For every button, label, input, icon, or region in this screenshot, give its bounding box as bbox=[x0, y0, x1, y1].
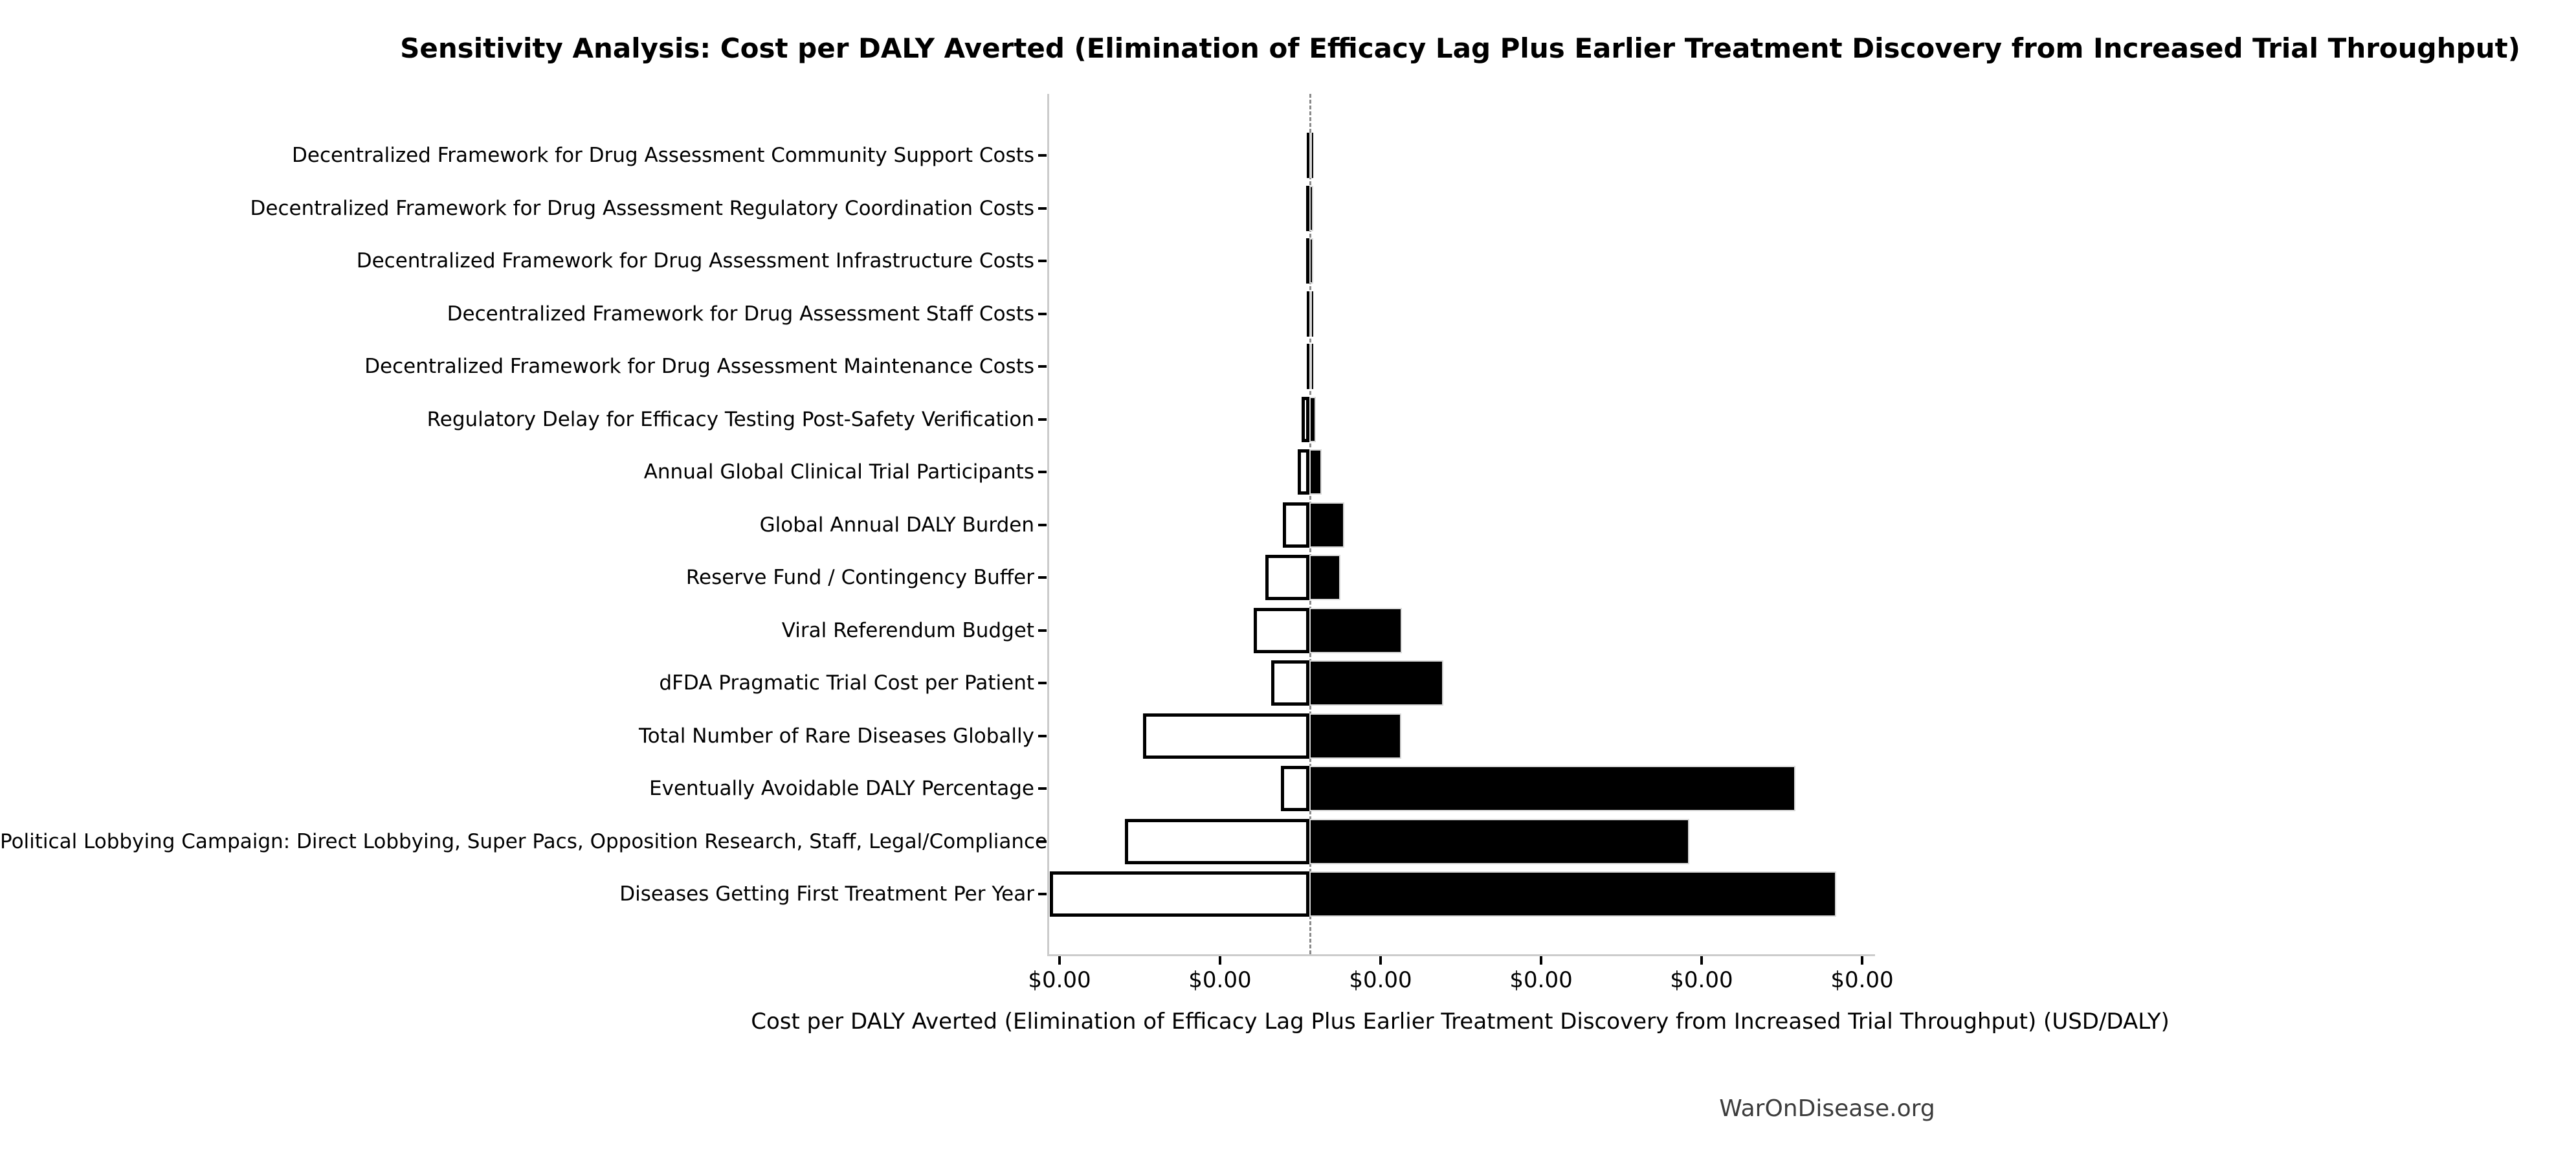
category-label: Decentralized Framework for Drug Assessm… bbox=[356, 249, 1034, 273]
category-label: Viral Referendum Budget bbox=[781, 618, 1034, 642]
y-tick-mark bbox=[1038, 576, 1047, 579]
y-tick-mark bbox=[1038, 840, 1047, 843]
x-tick-mark bbox=[1700, 956, 1703, 965]
high-bar bbox=[1309, 766, 1795, 811]
x-tick-mark bbox=[1058, 956, 1061, 965]
category-label: Decentralized Framework for Drug Assessm… bbox=[447, 302, 1034, 326]
category-label: Decentralized Framework for Drug Assessm… bbox=[250, 196, 1034, 220]
y-tick-mark bbox=[1038, 629, 1047, 632]
x-axis-label: Cost per DALY Averted (Elimination of Ef… bbox=[751, 1009, 2170, 1035]
high-bar bbox=[1309, 396, 1316, 442]
y-tick-mark bbox=[1038, 260, 1047, 262]
x-tick-mark bbox=[1379, 956, 1382, 965]
category-label: Political Lobbying Campaign: Direct Lobb… bbox=[0, 829, 1048, 853]
high-bar bbox=[1309, 344, 1312, 389]
high-bar bbox=[1309, 607, 1402, 653]
low-bar bbox=[1253, 607, 1309, 653]
low-bar bbox=[1050, 871, 1309, 917]
x-tick-mark bbox=[1861, 956, 1864, 965]
low-bar bbox=[1301, 396, 1309, 442]
x-tick-label: $0.00 bbox=[1349, 967, 1412, 993]
x-tick-label: $0.00 bbox=[1509, 967, 1573, 993]
low-bar bbox=[1297, 449, 1309, 495]
high-bar bbox=[1309, 502, 1345, 548]
low-bar bbox=[1142, 713, 1309, 759]
y-tick-mark bbox=[1038, 471, 1047, 473]
category-label: Global Annual DALY Burden bbox=[759, 513, 1034, 537]
category-label: Reserve Fund / Contingency Buffer bbox=[685, 566, 1034, 589]
category-label: Annual Global Clinical Trial Participant… bbox=[643, 460, 1034, 484]
low-bar bbox=[1281, 766, 1309, 811]
low-bar bbox=[1271, 660, 1309, 706]
y-tick-mark bbox=[1038, 154, 1047, 157]
high-bar bbox=[1309, 133, 1312, 178]
low-bar bbox=[1125, 818, 1309, 864]
category-label: Diseases Getting First Treatment Per Yea… bbox=[619, 882, 1034, 906]
x-tick-label: $0.00 bbox=[1670, 967, 1733, 993]
category-label: Decentralized Framework for Drug Assessm… bbox=[292, 144, 1034, 167]
y-tick-mark bbox=[1038, 734, 1047, 737]
high-bar bbox=[1309, 555, 1341, 600]
category-label: Eventually Avoidable DALY Percentage bbox=[649, 777, 1034, 800]
watermark-text: WarOnDisease.org bbox=[1719, 1095, 1935, 1122]
x-tick-mark bbox=[1540, 956, 1543, 965]
category-label: dFDA Pragmatic Trial Cost per Patient bbox=[659, 671, 1034, 695]
high-bar bbox=[1309, 818, 1690, 864]
x-tick-label: $0.00 bbox=[1028, 967, 1091, 993]
category-label: Decentralized Framework for Drug Assessm… bbox=[364, 355, 1034, 378]
y-tick-mark bbox=[1038, 682, 1047, 684]
x-tick-mark bbox=[1218, 956, 1221, 965]
high-bar bbox=[1309, 291, 1312, 337]
high-bar bbox=[1309, 238, 1313, 284]
chart-title: Sensitivity Analysis: Cost per DALY Aver… bbox=[400, 32, 2520, 64]
y-tick-mark bbox=[1038, 787, 1047, 790]
y-tick-mark bbox=[1038, 365, 1047, 368]
low-bar bbox=[1282, 502, 1309, 548]
high-bar bbox=[1309, 660, 1444, 706]
plot-area bbox=[1047, 94, 1875, 956]
high-bar bbox=[1309, 449, 1322, 495]
category-label: Regulatory Delay for Efficacy Testing Po… bbox=[427, 407, 1034, 431]
y-tick-mark bbox=[1038, 893, 1047, 895]
y-tick-mark bbox=[1038, 312, 1047, 315]
y-tick-mark bbox=[1038, 418, 1047, 421]
y-tick-mark bbox=[1038, 523, 1047, 526]
x-tick-label: $0.00 bbox=[1188, 967, 1252, 993]
category-label: Total Number of Rare Diseases Globally bbox=[639, 724, 1034, 748]
low-bar bbox=[1265, 555, 1309, 600]
high-bar bbox=[1309, 185, 1313, 231]
high-bar bbox=[1309, 713, 1401, 759]
high-bar bbox=[1309, 871, 1837, 917]
y-tick-mark bbox=[1038, 207, 1047, 210]
x-tick-label: $0.00 bbox=[1830, 967, 1894, 993]
